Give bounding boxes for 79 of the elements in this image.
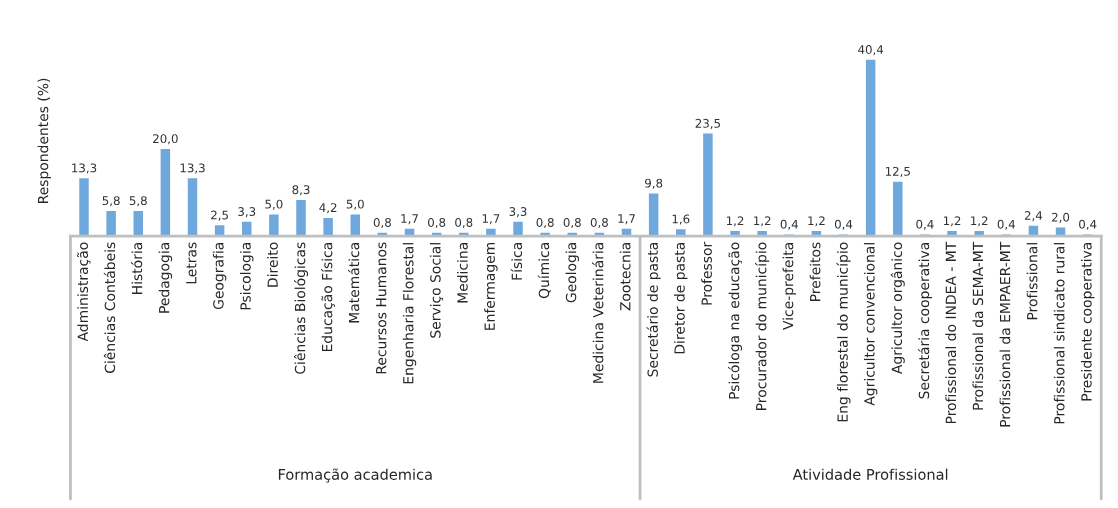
x-tick-label: Pedagogia	[158, 243, 173, 313]
data-label: 8,3	[292, 185, 310, 196]
data-label: 0,8	[563, 217, 581, 229]
data-label: 3,3	[509, 207, 527, 218]
data-label: 0,4	[997, 219, 1016, 230]
data-label: 1,6	[672, 214, 690, 225]
x-tick-label: Procurador do município	[755, 242, 770, 410]
x-tick-label: Física	[510, 243, 523, 280]
x-tick-label: Prefeitos	[809, 242, 821, 301]
data-label: 9,8	[645, 178, 663, 189]
x-tick-label: Geologia	[565, 243, 579, 303]
x-tick-label: Direito	[267, 242, 278, 287]
x-tick-label: Medicina Veterinária	[592, 243, 604, 383]
text: Formação academica	[278, 468, 432, 483]
x-tick-label: Presidente cooperativa	[1080, 243, 1095, 401]
x-tick-label: Ciências Biológicas	[294, 242, 309, 374]
x-tick-label: Administração	[77, 242, 91, 342]
data-label: 5,0	[265, 199, 283, 210]
x-tick-label: Ciências Contábeis	[103, 242, 116, 373]
data-label: 1,2	[971, 216, 988, 227]
data-label: 1,2	[943, 216, 961, 227]
data-label: 2,5	[211, 210, 228, 221]
data-label: 13,3	[72, 163, 97, 174]
x-tick-label: Psicologia	[240, 243, 254, 310]
data-label: 5,8	[129, 196, 147, 207]
x-tick-label: Secretário de pasta	[646, 243, 661, 377]
x-tick-label: Zootecnia	[619, 243, 631, 311]
data-label: 0,8	[455, 217, 473, 229]
x-tick-label: Profissional	[1026, 243, 1038, 320]
data-label: 2,4	[1024, 211, 1043, 222]
data-label: 13,3	[180, 163, 205, 174]
x-tick-label: Vice-prefeita	[782, 243, 796, 330]
x-tick-label: Geografia	[212, 243, 227, 310]
text: Atividade Profissional	[792, 468, 948, 480]
x-tick-label: Engenharia Florestal	[402, 243, 417, 384]
data-label: 5,8	[102, 196, 120, 207]
x-tick-label: Psicóloga na educação	[728, 242, 743, 399]
x-tick-label: Diretor de pasta	[674, 243, 688, 354]
x-tick-label: Profissional da EMPAER-MT	[999, 241, 1011, 427]
data-label: 0,4	[1079, 219, 1097, 230]
data-label: 1,7	[401, 214, 418, 225]
x-tick-label: Professor	[701, 241, 712, 305]
x-tick-label: Letras	[186, 242, 197, 284]
data-label: 1,2	[808, 216, 825, 227]
data-label: 20,0	[153, 134, 178, 145]
x-tick-label: Agricultor orgânico	[890, 242, 905, 375]
x-tick-label: Profissional da SEMA-MT	[972, 241, 984, 410]
data-label: 0,8	[590, 217, 608, 229]
data-label: 23,5	[695, 118, 721, 130]
data-label: 12,5	[885, 166, 910, 178]
data-label: 40,4	[858, 45, 884, 56]
data-label: 0,8	[536, 217, 554, 229]
y-axis-title: Respondentes (%)	[37, 78, 51, 203]
data-label: 1,7	[482, 214, 500, 225]
x-tick-label: Matemática	[347, 243, 360, 323]
x-tick-label: Enfermagem	[484, 242, 498, 330]
data-label: 1,2	[754, 216, 771, 227]
x-tick-label: Educação Física	[321, 243, 335, 352]
data-label: 4,2	[319, 203, 337, 214]
data-label: 0,4	[780, 219, 798, 230]
x-tick-label: Serviço Social	[429, 243, 444, 338]
x-tick-label: Química	[537, 243, 551, 299]
data-label: 3,3	[238, 207, 256, 218]
data-label: 0,4	[916, 219, 934, 230]
data-label: 2,0	[1052, 212, 1070, 223]
x-tick-label: Profissional do INDEA - MT	[945, 241, 957, 424]
data-label: 0,8	[428, 217, 446, 229]
x-tick-label: Secretária cooperativa	[917, 243, 932, 399]
data-label: 1,2	[726, 216, 744, 227]
x-tick-label: Agricultor convencional	[863, 243, 878, 406]
data-label: 5,0	[346, 199, 364, 210]
x-tick-label: Profissional sindicato rural	[1053, 243, 1065, 424]
x-tick-label: Recursos Humanos	[376, 242, 387, 374]
x-tick-label: História	[130, 243, 143, 294]
x-tick-label: Eng florestal do município	[836, 242, 851, 422]
data-label: 1,7	[618, 214, 635, 225]
data-label: 0,8	[373, 217, 391, 229]
x-tick-label: Medicina	[457, 243, 468, 303]
data-label: 0,4	[834, 219, 853, 230]
